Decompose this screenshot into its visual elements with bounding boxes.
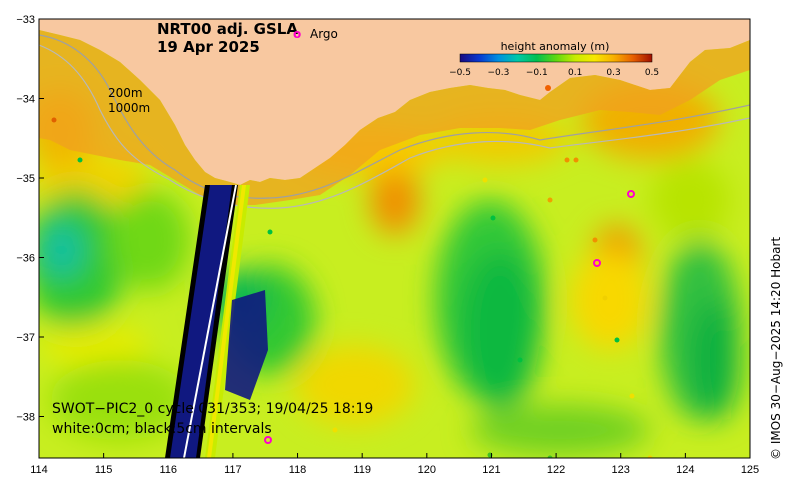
isobath-1000m — [39, 44, 750, 209]
argo-legend-symbol: o — [293, 27, 301, 41]
y-axis: −33 −34 −35 −36 −37 −38 — [16, 14, 44, 424]
x-tick-label: 122 — [547, 464, 565, 476]
x-tick-label: 125 — [741, 464, 759, 476]
argo-float — [627, 190, 635, 198]
colorbar-tick-label: −0.5 — [449, 68, 471, 78]
x-tick-label: 120 — [418, 464, 436, 476]
x-tick-label: 118 — [289, 464, 307, 476]
x-tick-label: 119 — [353, 464, 371, 476]
colorbar-title: height anomaly (m) — [501, 40, 610, 53]
y-tick-label: −37 — [16, 332, 35, 344]
x-tick-label: 123 — [612, 464, 630, 476]
x-axis: 114 115 116 117 118 119 120 121 122 123 124 125 — [30, 453, 759, 476]
isobath-200m-label: 200m — [108, 86, 143, 100]
y-tick-label: −36 — [16, 253, 35, 265]
y-tick-label: −38 — [16, 412, 35, 424]
colorbar-tick-label: −0.3 — [487, 68, 509, 78]
anomaly-field — [39, 80, 740, 455]
x-tick-label: 115 — [95, 464, 113, 476]
colorbar-tick-label: −0.1 — [526, 68, 548, 78]
argo-float — [264, 436, 272, 444]
coastal-band — [39, 30, 750, 205]
argo-legend-label: Argo — [310, 27, 338, 41]
colorbar-tick-label: 0.3 — [606, 68, 620, 78]
colorbar-tick-label: 0.5 — [645, 68, 659, 78]
swot-swath — [165, 184, 268, 458]
swot-caption-line-2: white:0cm; black:5cm intervals — [52, 421, 272, 437]
colorbar-tick-label: 0.1 — [568, 68, 582, 78]
x-tick-label: 121 — [482, 464, 500, 476]
argo-legend: o Argo — [293, 27, 338, 41]
x-tick-label: 124 — [676, 464, 694, 476]
title-line-2: 19 Apr 2025 — [157, 38, 260, 56]
argo-float — [593, 259, 601, 267]
swot-caption-line-1: SWOT−PIC2_0 cycle 031/353; 19/04/25 18:1… — [52, 401, 373, 417]
title-line-1: NRT00 adj. GSLA — [157, 20, 298, 38]
isobath-1000m-label: 1000m — [108, 101, 150, 115]
imos-credit: © IMOS 30−Aug−2025 14:20 Hobart — [769, 237, 783, 460]
y-tick-label: −34 — [16, 94, 35, 106]
map-field — [39, 19, 750, 458]
y-tick-label: −33 — [16, 14, 35, 26]
colorbar: height anomaly (m) −0.5 −0.3 −0.1 0.1 0.3 0.5 — [449, 40, 659, 78]
isobath-200m — [39, 34, 750, 199]
y-tick-label: −35 — [16, 173, 35, 185]
x-tick-label: 117 — [224, 464, 242, 476]
argo-floats — [264, 190, 635, 444]
plot-frame — [38, 18, 751, 459]
x-tick-label: 114 — [30, 464, 48, 476]
colorbar-gradient — [459, 53, 653, 63]
x-tick-label: 116 — [159, 464, 177, 476]
